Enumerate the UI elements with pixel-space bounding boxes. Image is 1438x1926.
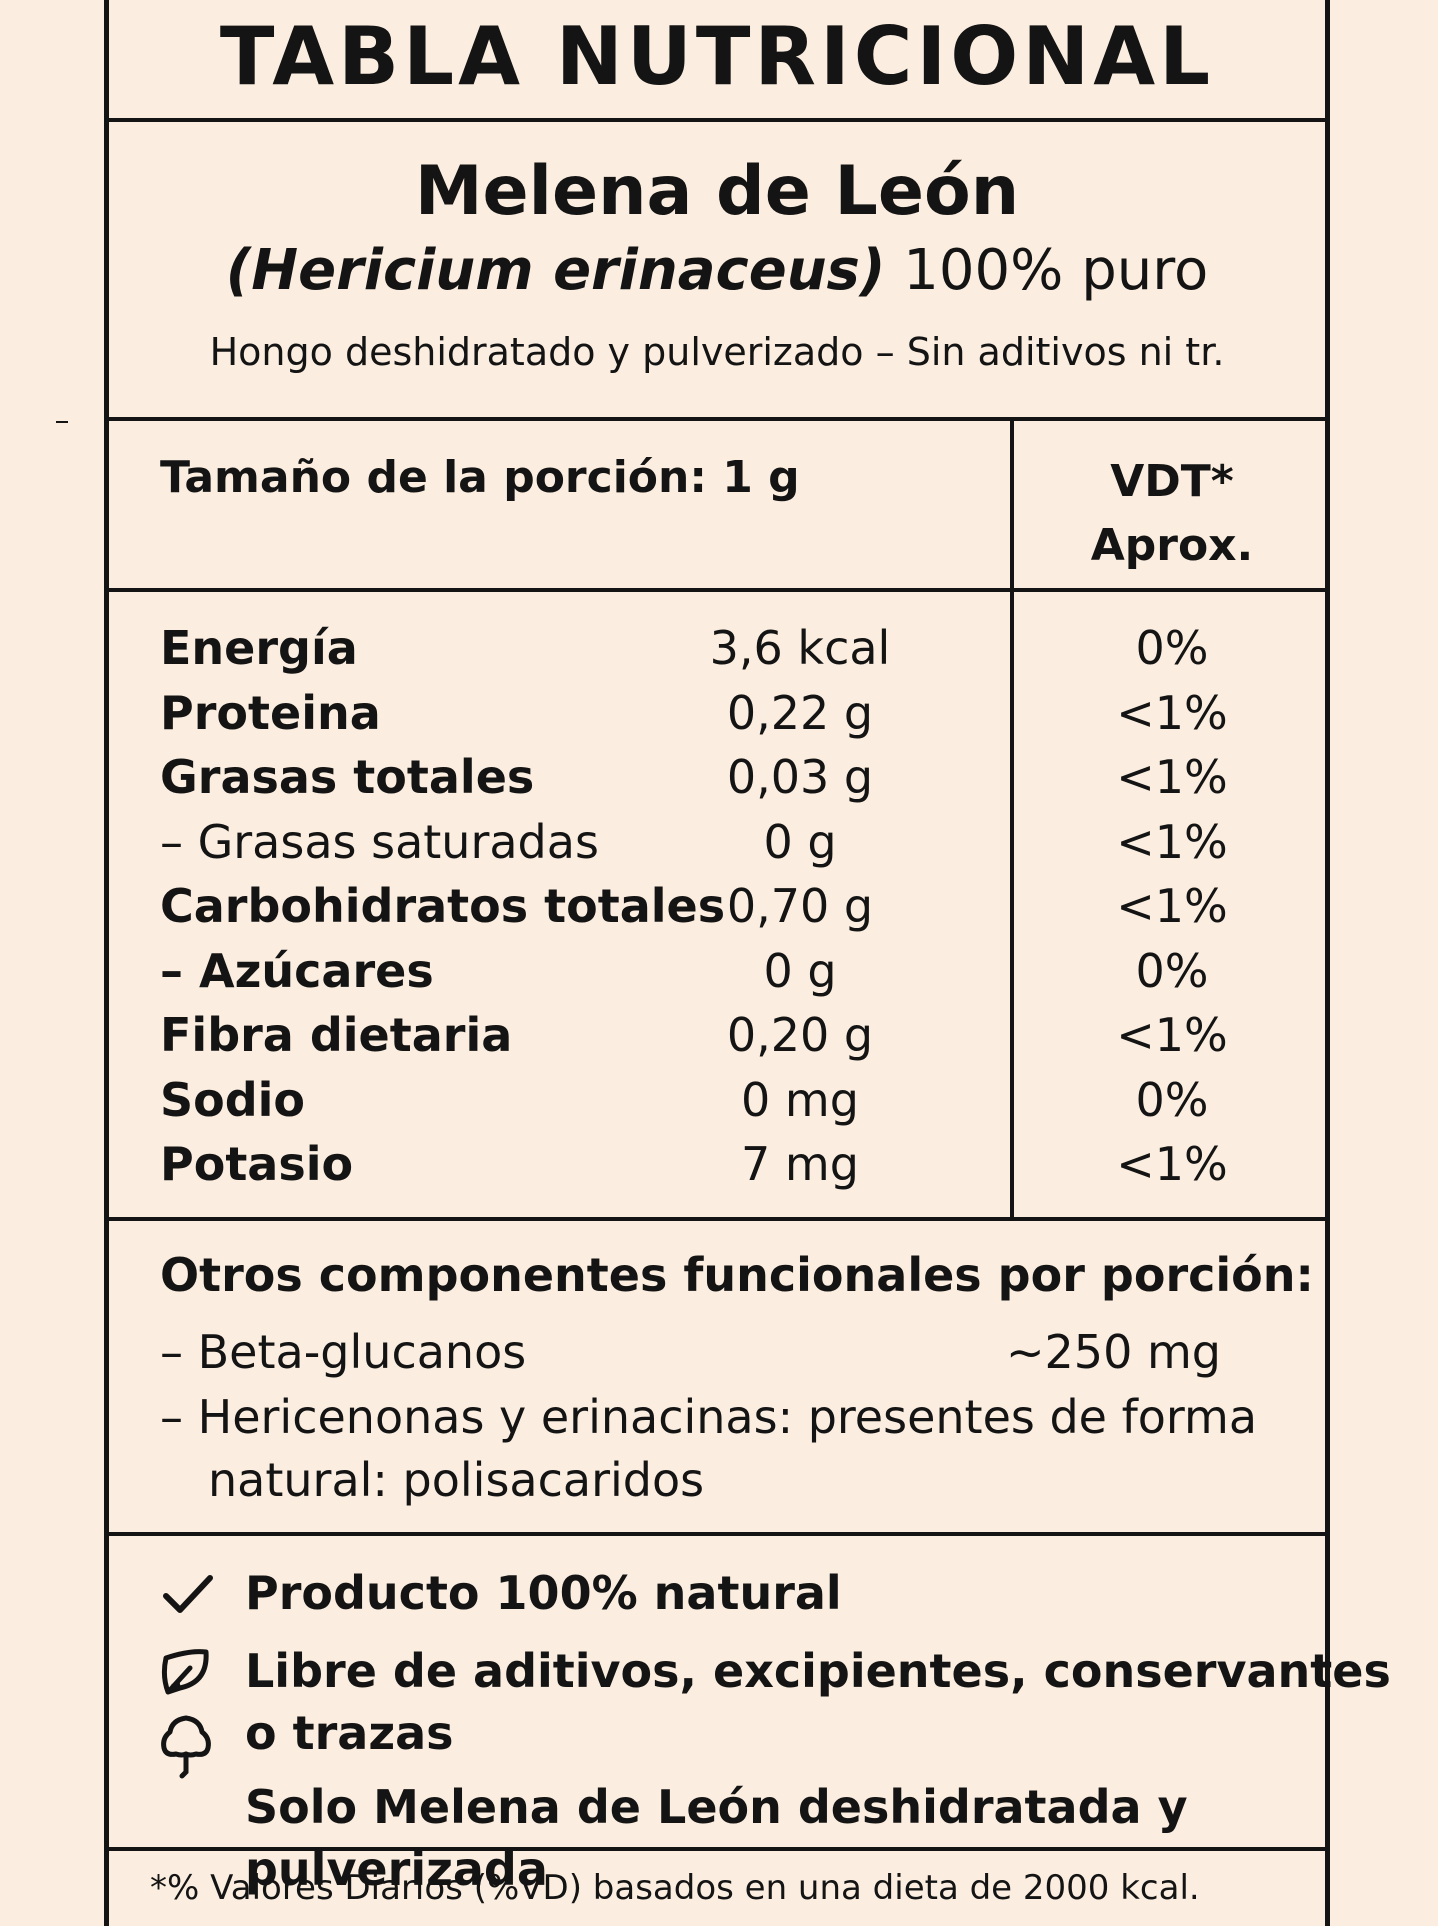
stray-mark (56, 421, 68, 423)
column-divider (1010, 417, 1014, 1221)
table-row: Energía 3,6 kcal 0% (160, 616, 1310, 681)
component-continuation: natural: polisacaridos (208, 1453, 705, 1507)
nutrient-amount: 0,20 g (726, 1008, 874, 1062)
check-icon (160, 1570, 216, 1620)
nutrient-name: Sodio (160, 1072, 306, 1127)
nutrient-table: Energía 3,6 kcal 0% Proteina 0,22 g <1% … (160, 616, 1310, 1197)
nutrient-vd: <1% (1116, 685, 1228, 740)
table-row: Grasas totales 0,03 g <1% (160, 745, 1310, 810)
nutrient-amount: 7 mg (741, 1137, 859, 1191)
divider-nutrients (104, 1217, 1330, 1221)
nutrient-amount: 0,03 g (726, 750, 874, 804)
feature-text: Solo Melena de León deshidratada y pulve… (245, 1780, 1188, 1896)
nutrient-vd: 0% (1135, 621, 1209, 675)
table-row: Fibra dietaria 0,20 g <1% (160, 1003, 1310, 1068)
nutrient-name: – Grasas saturadas (160, 814, 599, 869)
tree-icon (158, 1712, 214, 1780)
vdt-header: VDT* Aprox. (1014, 450, 1330, 578)
nutrient-name: Energía (160, 621, 358, 675)
table-row: Potasio 7 mg <1% (160, 1132, 1310, 1197)
table-row: – Azúcares 0 g 0% (160, 939, 1310, 1004)
divider-features (104, 1847, 1330, 1851)
feature-text: Libre de aditivos, excipientes, conserva… (245, 1644, 1391, 1698)
other-components-title: Otros componentes funcionales por porció… (160, 1248, 1314, 1302)
table-row: – Grasas saturadas 0 g <1% (160, 810, 1310, 875)
vdt-approx: Aprox. (1090, 520, 1254, 571)
product-name: Melena de León (414, 152, 1020, 231)
serving-size: Tamaño de la porción: 1 g (160, 452, 800, 503)
nutrient-name: Grasas totales (160, 750, 535, 804)
table-row: Carbohidratos totales 0,70 g <1% (160, 874, 1310, 939)
label-frame (104, 0, 1330, 1926)
nutrient-name: Potasio (160, 1137, 354, 1191)
table-row: Proteina 0,22 g <1% (160, 681, 1310, 746)
nutrient-amount: 3,6 kcal (709, 621, 891, 675)
divider-components (104, 1532, 1330, 1536)
label-title: TABLA NUTRICIONAL (219, 10, 1215, 103)
table-row: Sodio 0 mg 0% (160, 1068, 1310, 1133)
divider-product (104, 417, 1330, 421)
divider-title (104, 118, 1330, 122)
nutrient-amount: 0 g (763, 814, 837, 869)
nutrient-name: Proteina (160, 685, 381, 740)
nutrient-name: Fibra dietaria (160, 1008, 513, 1062)
product-description: Hongo deshidratado y pulverizado – Sin a… (209, 330, 1225, 374)
nutrient-vd: <1% (1116, 879, 1228, 933)
leaf-icon (160, 1646, 212, 1698)
feature-text: o trazas (245, 1706, 454, 1760)
nutrient-name: Carbohidratos totales (160, 879, 726, 933)
feature-text: Producto 100% natural (245, 1566, 842, 1620)
divider-header (104, 588, 1330, 592)
footnote: *% Valores Diarios (%VD) basados en una … (150, 1868, 1200, 1908)
nutrient-vd: 0% (1135, 1072, 1209, 1127)
nutrient-vd: <1% (1116, 814, 1228, 869)
vdt-label: VDT* (1110, 456, 1234, 507)
purity: 100% puro (903, 238, 1209, 303)
nutrient-vd: <1% (1116, 1137, 1228, 1191)
component-label: – Hericenonas y erinacinas: presentes de… (160, 1390, 1258, 1444)
nutrient-amount: 0,70 g (726, 879, 874, 933)
nutrient-vd: 0% (1135, 943, 1209, 998)
nutrient-vd: <1% (1116, 1008, 1228, 1062)
component-value: ~250 mg (1006, 1325, 1221, 1379)
nutrient-name: – Azúcares (160, 943, 434, 998)
nutrient-amount: 0,22 g (726, 685, 874, 740)
nutrient-vd: <1% (1116, 750, 1228, 804)
nutrient-amount: 0 g (763, 943, 837, 998)
nutrient-amount: 0 mg (741, 1072, 859, 1127)
product-scientific-line: (Hericium erinaceus) 100% puro (104, 238, 1330, 303)
component-label: – Beta-glucanos (160, 1325, 527, 1379)
scientific-name: (Hericium erinaceus) (225, 238, 886, 303)
